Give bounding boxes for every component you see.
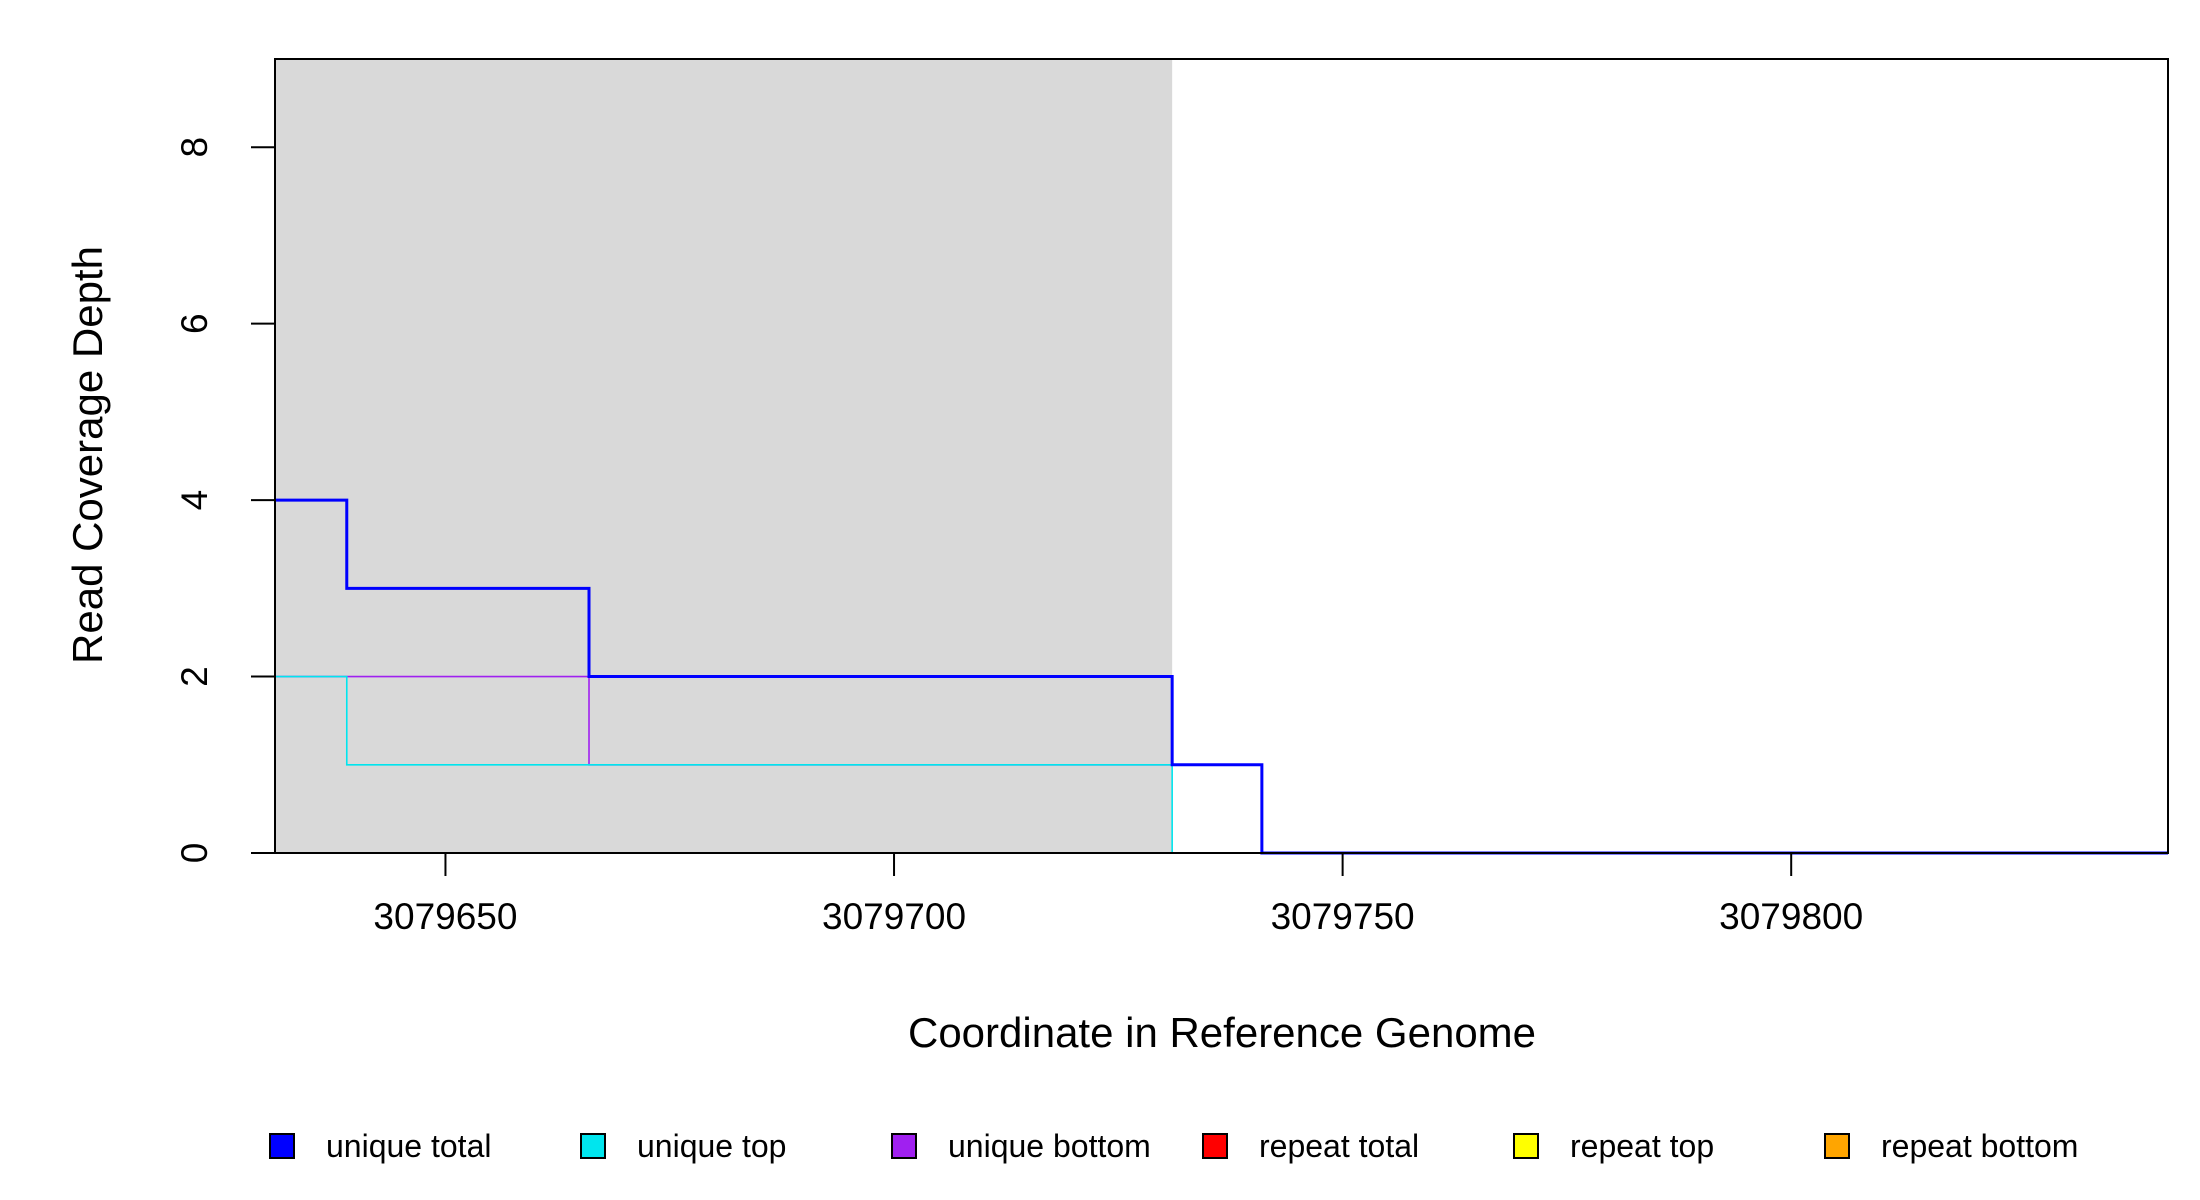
x-tick-label: 3079700 <box>822 896 966 937</box>
y-tick-label: 0 <box>174 843 215 864</box>
legend-swatch <box>1824 1133 1850 1159</box>
x-tick-label: 3079800 <box>1719 896 1863 937</box>
legend-label: repeat top <box>1570 1128 1714 1164</box>
y-tick-label: 6 <box>174 313 215 334</box>
y-axis-title: Read Coverage Depth <box>64 246 111 664</box>
legend-item-unique-total: unique total <box>269 1128 491 1164</box>
legend-label: unique total <box>326 1128 491 1164</box>
legend-item-repeat-top: repeat top <box>1513 1128 1714 1164</box>
legend-swatch <box>1513 1133 1539 1159</box>
shaded-region <box>275 59 1173 853</box>
y-tick-label: 8 <box>174 137 215 158</box>
legend-item-unique-top: unique top <box>580 1128 786 1164</box>
legend-swatch <box>580 1133 606 1159</box>
y-axis: 0 2 4 6 8 <box>174 137 275 863</box>
y-tick-label: 4 <box>174 490 215 511</box>
x-axis: 3079650 3079700 3079750 3079800 <box>373 853 1863 937</box>
legend-swatch <box>891 1133 917 1159</box>
legend: unique total unique top unique bottom repea… <box>269 1128 2078 1164</box>
legend-label: unique top <box>637 1128 786 1164</box>
legend-item-repeat-bottom: repeat bottom <box>1824 1128 2078 1164</box>
x-axis-title: Coordinate in Reference Genome <box>908 1009 1536 1056</box>
series-line-unique-total <box>275 498 2168 855</box>
legend-item-repeat-total: repeat total <box>1202 1128 1419 1164</box>
legend-swatch <box>1202 1133 1228 1159</box>
legend-label: repeat total <box>1259 1128 1419 1164</box>
y-tick-label: 2 <box>174 666 215 687</box>
legend-item-unique-bottom: unique bottom <box>891 1128 1151 1164</box>
plot-frame <box>274 58 2169 854</box>
legend-label: unique bottom <box>948 1128 1151 1164</box>
x-tick-label: 3079750 <box>1271 896 1415 937</box>
legend-swatch <box>269 1133 295 1159</box>
x-tick-label: 3079650 <box>373 896 517 937</box>
shaded-region-layer <box>275 59 1173 853</box>
legend-label: repeat bottom <box>1881 1128 2078 1164</box>
